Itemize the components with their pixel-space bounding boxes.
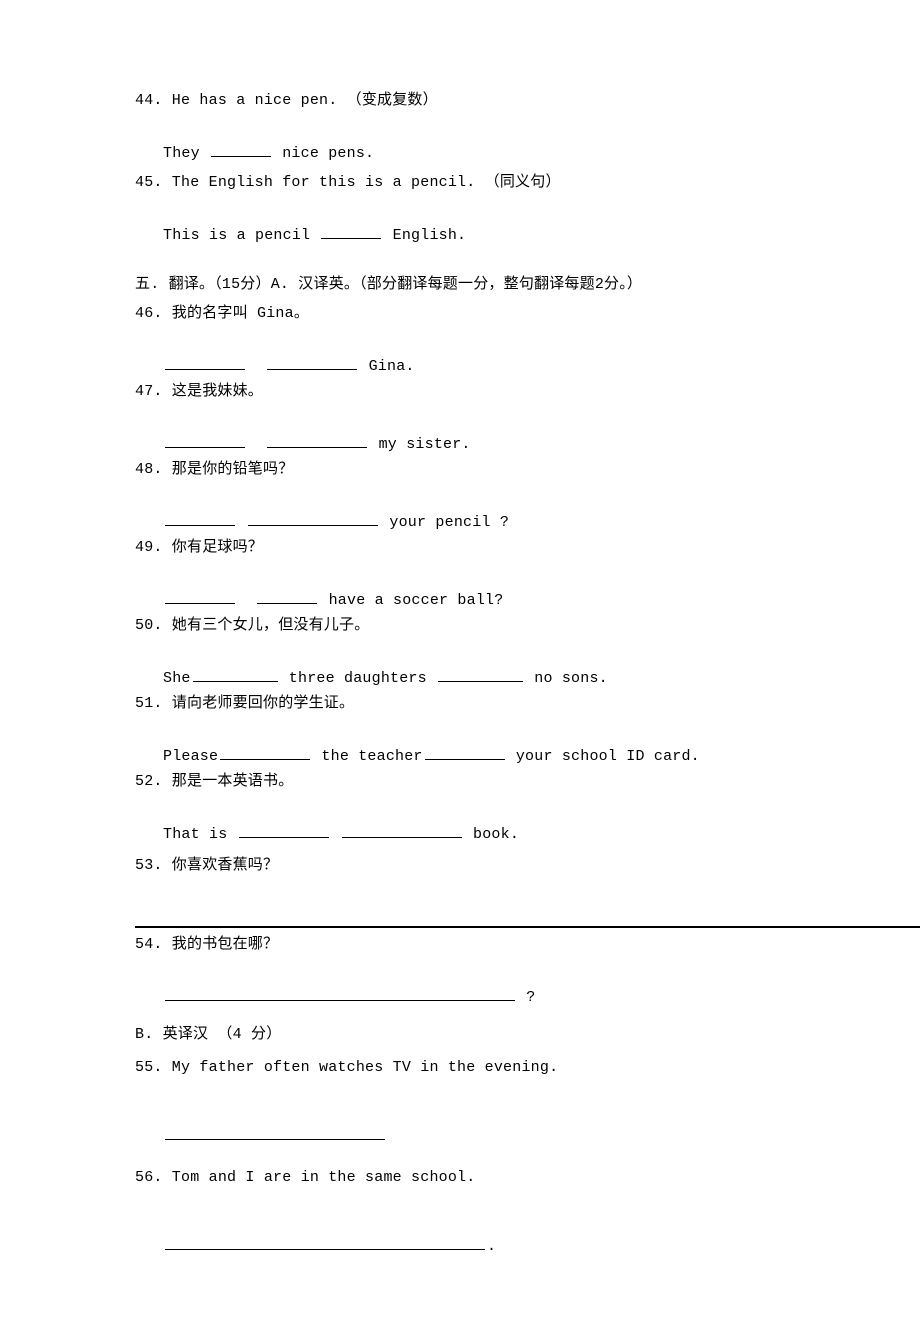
q54-answer-post: ?: [517, 989, 535, 1006]
q52-blank-2[interactable]: [342, 822, 462, 838]
q45-answer: This is a pencil English.: [135, 223, 920, 246]
q56-answer-post: .: [487, 1238, 496, 1255]
q49-answer-post: have a soccer ball?: [319, 592, 503, 609]
q52-blank-1[interactable]: [239, 822, 329, 838]
q52-answer-post: book.: [464, 826, 519, 843]
q46-blank-2[interactable]: [267, 354, 357, 370]
q45-answer-pre: This is a pencil: [163, 227, 319, 244]
q54-blank[interactable]: [165, 985, 515, 1001]
q47-prompt: 47. 这是我妹妹。: [135, 381, 920, 402]
q49-blank-1[interactable]: [165, 588, 235, 604]
q50-prompt: 50. 她有三个女儿，但没有儿子。: [135, 615, 920, 636]
q49-answer: have a soccer ball?: [135, 588, 920, 611]
q55-prompt: 55. My father often watches TV in the ev…: [135, 1057, 920, 1078]
q50-answer-mid: three daughters: [280, 670, 436, 687]
q54-answer: ?: [135, 985, 920, 1008]
q50-blank-1[interactable]: [193, 666, 278, 682]
q56-blank[interactable]: [165, 1234, 485, 1250]
q44-answer: They nice pens.: [135, 141, 920, 164]
q48-answer: your pencil ?: [135, 510, 920, 533]
q46-answer-post: Gina.: [359, 358, 414, 375]
q45-prompt: 45. The English for this is a pencil. （同…: [135, 172, 920, 193]
q53-prompt: 53. 你喜欢香蕉吗？: [135, 855, 920, 876]
q50-blank-2[interactable]: [438, 666, 523, 682]
q44-answer-post: nice pens.: [273, 145, 374, 162]
q52-prompt: 52. 那是一本英语书。: [135, 771, 920, 792]
q51-answer-pre: Please: [163, 748, 218, 765]
q48-answer-post: your pencil ?: [380, 514, 509, 531]
q48-prompt: 48. 那是你的铅笔吗？: [135, 459, 920, 480]
sub-b-heading: B. 英译汉 （4 分）: [135, 1024, 920, 1045]
q52-answer: That is book.: [135, 822, 920, 845]
divider-rule: [135, 926, 920, 928]
q56-answer: .: [135, 1234, 920, 1257]
q46-answer: Gina.: [135, 354, 920, 377]
q55-answer: [135, 1124, 920, 1147]
q45-answer-post: English.: [383, 227, 466, 244]
q45-blank[interactable]: [321, 223, 381, 239]
q54-prompt: 54. 我的书包在哪？: [135, 934, 920, 955]
q49-prompt: 49. 你有足球吗？: [135, 537, 920, 558]
q50-answer-pre: She: [163, 670, 191, 687]
q55-blank[interactable]: [165, 1124, 385, 1140]
q44-prompt: 44. He has a nice pen. （变成复数）: [135, 90, 920, 111]
q50-answer-post: no sons.: [525, 670, 608, 687]
q49-blank-2[interactable]: [257, 588, 317, 604]
q44-answer-pre: They: [163, 145, 209, 162]
q47-answer-post: my sister.: [369, 436, 470, 453]
q56-prompt: 56. Tom and I are in the same school.: [135, 1167, 920, 1188]
q46-blank-1[interactable]: [165, 354, 245, 370]
section5-heading: 五. 翻译。（15分）A. 汉译英。（部分翻译每题一分，整句翻译每题2分。）: [135, 274, 920, 295]
q48-blank-2[interactable]: [248, 510, 378, 526]
q47-answer: my sister.: [135, 432, 920, 455]
q48-blank-1[interactable]: [165, 510, 235, 526]
q53-answer: ？: [135, 896, 920, 918]
q51-answer-mid: the teacher: [312, 748, 422, 765]
q47-blank-2[interactable]: [267, 432, 367, 448]
q51-blank-1[interactable]: [220, 744, 310, 760]
q50-answer: She three daughters no sons.: [135, 666, 920, 689]
q47-blank-1[interactable]: [165, 432, 245, 448]
q51-answer-post: your school ID card.: [507, 748, 700, 765]
q46-prompt: 46. 我的名字叫 Gina。: [135, 303, 920, 324]
q52-answer-pre: That is: [163, 826, 237, 843]
q51-blank-2[interactable]: [425, 744, 505, 760]
q51-prompt: 51. 请向老师要回你的学生证。: [135, 693, 920, 714]
q44-blank[interactable]: [211, 141, 271, 157]
q51-answer: Please the teacher your school ID card.: [135, 744, 920, 767]
